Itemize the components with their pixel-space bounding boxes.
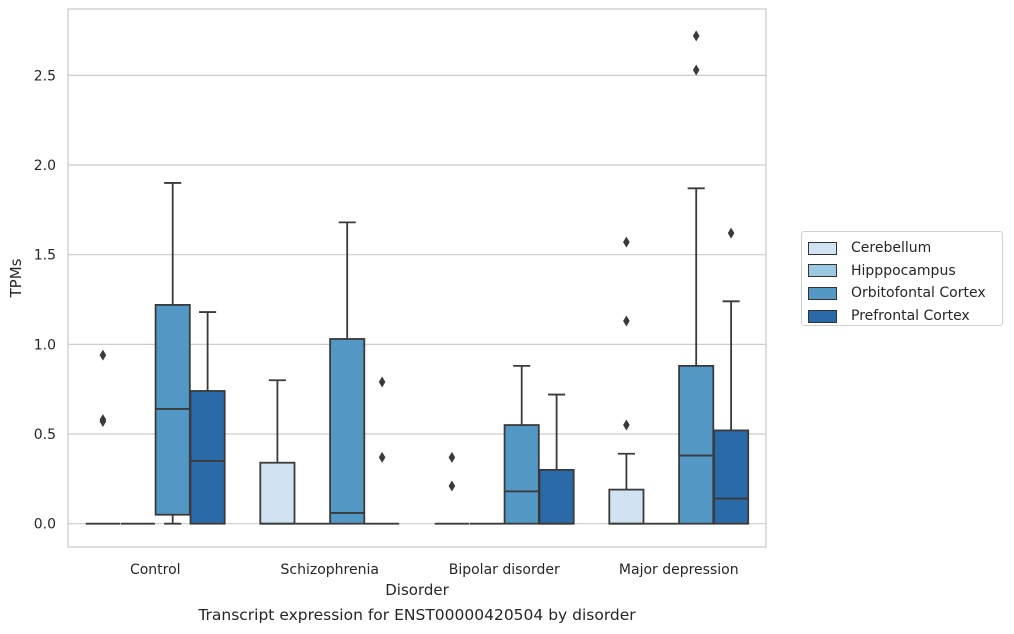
legend-swatch	[808, 286, 837, 300]
y-tick-labels: 0.0 0.5 1.0 1.5 2.0 2.5	[34, 68, 56, 532]
box	[329, 221, 366, 525]
series-cerebellum	[85, 236, 645, 525]
plot-frame	[67, 8, 767, 548]
legend-item: Cerebellum	[808, 237, 1002, 260]
x-tick-labels: Control Schizophrenia Bipolar disorder Majo…	[130, 562, 739, 578]
legend-item: Orbitofontal Cortex	[808, 282, 1002, 305]
legend-item: Hipppocampus	[808, 260, 1002, 283]
box	[713, 227, 750, 525]
box-iqr	[608, 488, 645, 525]
x-tick-label: Major depression	[619, 562, 739, 578]
outlier-point	[448, 480, 456, 492]
box	[189, 311, 226, 525]
box	[678, 30, 715, 525]
outlier-point	[623, 315, 630, 327]
box-iqr	[538, 468, 575, 525]
legend-swatch	[808, 241, 837, 255]
box-iqr	[189, 390, 226, 525]
legend-swatch	[808, 264, 837, 278]
box	[538, 393, 575, 525]
y-tick-label: 1.0	[34, 337, 56, 353]
y-tick-label: 0.5	[34, 427, 56, 443]
box	[364, 376, 400, 525]
box-iqr	[678, 364, 715, 525]
figure-caption: Transcript expression for ENST0000042050…	[198, 606, 636, 624]
y-tick-label: 2.0	[34, 158, 56, 174]
box-iqr	[329, 338, 366, 525]
legend-item: Prefrontal Cortex	[808, 305, 1002, 328]
outlier-point	[692, 30, 700, 42]
x-tick-label: Bipolar disorder	[449, 562, 560, 578]
legend: Cerebellum Hipppocampus Orbitofontal Corte…	[801, 231, 1003, 326]
legend-label: Prefrontal Cortex	[851, 308, 970, 325]
box	[259, 379, 296, 525]
box-iqr	[713, 429, 750, 525]
y-tick-label: 2.5	[34, 68, 56, 84]
legend-swatch	[808, 309, 837, 323]
box	[85, 349, 121, 525]
series-prefrontal-cortex	[189, 227, 750, 525]
outlier-point	[99, 349, 107, 361]
y-tick-label: 1.5	[34, 248, 56, 264]
legend-label: Hipppocampus	[851, 262, 956, 279]
outlier-point	[727, 227, 735, 239]
box-plot-series	[85, 30, 750, 525]
y-axis-label: TPMs	[7, 258, 25, 298]
x-axis-label: Disorder	[385, 581, 449, 599]
box-iqr	[259, 461, 296, 525]
outlier-point	[99, 415, 107, 427]
outlier-point	[378, 376, 386, 388]
box	[503, 364, 540, 525]
legend-label: Orbitofontal Cortex	[851, 285, 986, 302]
outlier-point	[623, 419, 630, 431]
outlier-point	[378, 451, 386, 463]
box	[434, 451, 470, 525]
box	[154, 182, 191, 525]
outlier-point	[623, 236, 630, 248]
y-tick-label: 0.0	[34, 517, 56, 533]
outlier-point	[448, 451, 456, 463]
x-tick-label: Control	[130, 562, 181, 578]
box	[608, 236, 645, 525]
outlier-point	[692, 64, 700, 76]
series-orbitofontal-cortex	[154, 30, 715, 525]
x-tick-label: Schizophrenia	[281, 562, 379, 578]
legend-label: Cerebellum	[851, 240, 932, 257]
box-iqr	[503, 424, 540, 525]
